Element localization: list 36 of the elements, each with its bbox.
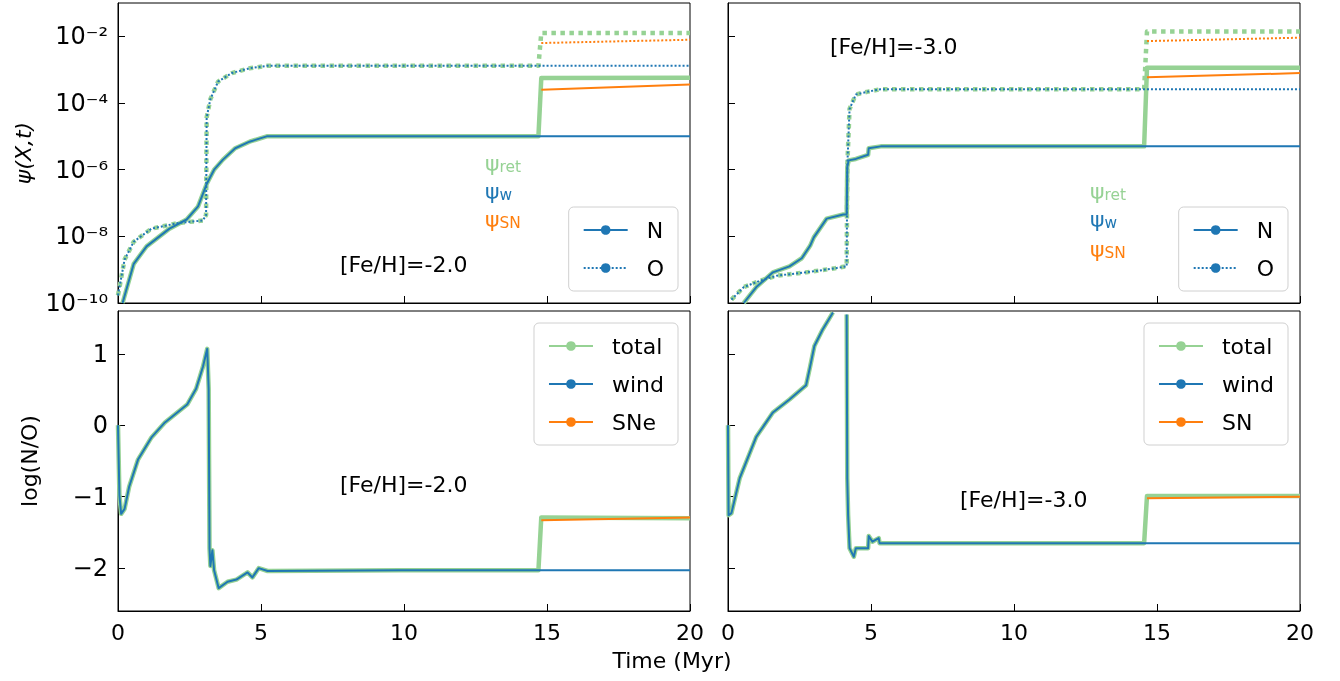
- y-tick-label: 0: [92, 411, 108, 440]
- x-tick-label: 10: [390, 619, 418, 645]
- y-tick-label: −1: [72, 482, 108, 511]
- y-axis-title: ψ(X,t): [11, 121, 37, 185]
- legend-label: SN: [1221, 409, 1253, 435]
- y-tick-label: −2: [72, 554, 108, 583]
- x-tick-label: 20: [1286, 619, 1314, 645]
- y-tick-label: 10⁻⁶: [55, 155, 108, 184]
- y-tick-label: 10⁻⁴: [55, 89, 108, 117]
- y-axis-title: log(N/O): [16, 415, 42, 507]
- x-tick-label: 5: [254, 619, 268, 645]
- x-tick-label: 15: [533, 619, 561, 645]
- legend-label: wind: [1221, 371, 1274, 397]
- legend-label: O: [1256, 255, 1275, 281]
- annotation: [Fe/H]=-3.0: [960, 486, 1088, 512]
- annotation: [Fe/H]=-2.0: [340, 251, 468, 277]
- x-tick-label: 20: [676, 619, 704, 645]
- x-axis-title: Time (Myr): [612, 648, 732, 673]
- legend-label: wind: [611, 371, 664, 397]
- x-tick-label: 0: [721, 619, 735, 645]
- annotation: [Fe/H]=-3.0: [830, 33, 958, 59]
- x-tick-label: 5: [864, 619, 878, 645]
- y-tick-label: 1: [92, 339, 108, 368]
- x-tick-label: 10: [1000, 619, 1028, 645]
- legend-label: N: [646, 217, 664, 243]
- legend-label: SNe: [611, 409, 656, 435]
- legend-label: O: [646, 255, 665, 281]
- legend-label: N: [1256, 217, 1274, 243]
- x-tick-label: 0: [111, 619, 125, 645]
- annotation: [Fe/H]=-2.0: [340, 471, 468, 497]
- legend-label: total: [611, 333, 663, 359]
- legend-label: total: [1221, 333, 1273, 359]
- y-tick-label: 10⁻²: [55, 22, 108, 51]
- x-tick-label: 15: [1143, 619, 1171, 645]
- y-tick-label: 10⁻¹⁰: [45, 289, 108, 317]
- y-tick-label: 10⁻⁸: [55, 222, 108, 251]
